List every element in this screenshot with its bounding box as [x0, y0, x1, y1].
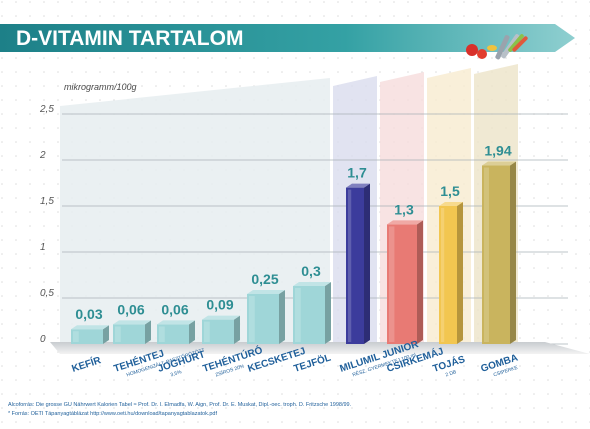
- bar-highlight: [348, 189, 352, 342]
- bar-top-face: [439, 202, 463, 206]
- bar-2: [113, 320, 151, 344]
- value-labels: 0,03 0,06 0,06 0,09 0,25 0,3 1,7 1,3 1,5 1,94: [75, 143, 511, 323]
- value-label: 1,3: [394, 201, 414, 217]
- value-label: 1,94: [484, 143, 511, 159]
- food-utensils-icon: [466, 34, 528, 60]
- bar-side-face: [234, 315, 240, 344]
- bar-side-face: [279, 290, 285, 344]
- bar-highlight: [159, 326, 165, 342]
- value-label: 0,25: [251, 271, 278, 287]
- source-line-2: * Forrás: OETI Tápanyagtáblázat http://w…: [8, 411, 217, 417]
- category-note: 2 DB: [445, 369, 458, 378]
- bar-top-face: [71, 325, 109, 330]
- y-tick-label: 1,5: [40, 196, 54, 207]
- bar-highlight: [249, 296, 255, 342]
- bar-side-face: [189, 320, 195, 344]
- y-tick-label: 0: [40, 334, 46, 345]
- bars: [71, 161, 516, 344]
- bar-9: [439, 202, 463, 344]
- y-axis-unit-label: mikrogramm/100g: [64, 82, 137, 92]
- y-tick-labels: 0 0,5 1 1,5 2 2,5: [39, 104, 54, 345]
- bar-top-face: [202, 315, 240, 320]
- bar-top-face: [157, 320, 195, 325]
- value-label: 0,06: [117, 301, 144, 317]
- bar-top-face: [113, 320, 151, 325]
- bar-highlight: [115, 326, 121, 342]
- bar-side-face: [417, 220, 423, 344]
- bar-side-face: [103, 325, 109, 344]
- bar-top-face: [387, 220, 423, 225]
- bar-top-face: [293, 282, 331, 286]
- dairy-backdrop-panel: [60, 78, 330, 348]
- y-tick-label: 1: [40, 242, 46, 253]
- y-tick-label: 2,5: [39, 104, 54, 115]
- value-label: 0,03: [75, 306, 102, 322]
- bar-highlight: [204, 321, 210, 342]
- bar-8: [387, 220, 423, 344]
- value-label: 1,5: [440, 183, 460, 199]
- source-line-1: Alcoforrás: Die grosse GU Nährwert Kalor…: [8, 402, 352, 408]
- bar-highlight: [73, 331, 79, 342]
- bar-7: [346, 183, 370, 344]
- bar-front-face: [157, 324, 189, 344]
- sources: Alcoforrás: Die grosse GU Nährwert Kalor…: [8, 402, 352, 417]
- floor-plane: [50, 342, 590, 354]
- bar-top-face: [247, 290, 285, 294]
- bar-highlight: [295, 288, 301, 342]
- bar-front-face: [71, 329, 103, 344]
- bar-4: [202, 315, 240, 344]
- chart-title: D-VITAMIN TARTALOM: [16, 27, 243, 50]
- bar-10: [482, 161, 516, 344]
- category-note: 3,5%: [170, 369, 183, 378]
- bar-side-face: [364, 183, 370, 344]
- bar-side-face: [145, 320, 151, 344]
- value-label: 0,06: [161, 301, 188, 317]
- bar-side-face: [510, 161, 516, 344]
- bar-3: [157, 320, 195, 344]
- y-tick-label: 0,5: [40, 288, 54, 299]
- y-tick-label: 2: [39, 150, 46, 161]
- bar-side-face: [325, 282, 331, 344]
- bar-side-face: [457, 202, 463, 344]
- title-band: D-VITAMIN TARTALOM: [0, 24, 575, 52]
- value-label: 0,3: [301, 263, 321, 279]
- bar-highlight: [484, 167, 490, 342]
- bar-1: [71, 325, 109, 344]
- bar-top-face: [346, 183, 370, 188]
- bar-6: [293, 282, 331, 344]
- bar-highlight: [441, 208, 445, 342]
- bar-5: [247, 290, 285, 344]
- floor: [50, 342, 590, 354]
- value-label: 0,09: [206, 297, 233, 313]
- value-label: 1,7: [347, 165, 367, 181]
- bar-highlight: [389, 226, 395, 342]
- bar-front-face: [113, 324, 145, 344]
- bar-top-face: [482, 161, 516, 166]
